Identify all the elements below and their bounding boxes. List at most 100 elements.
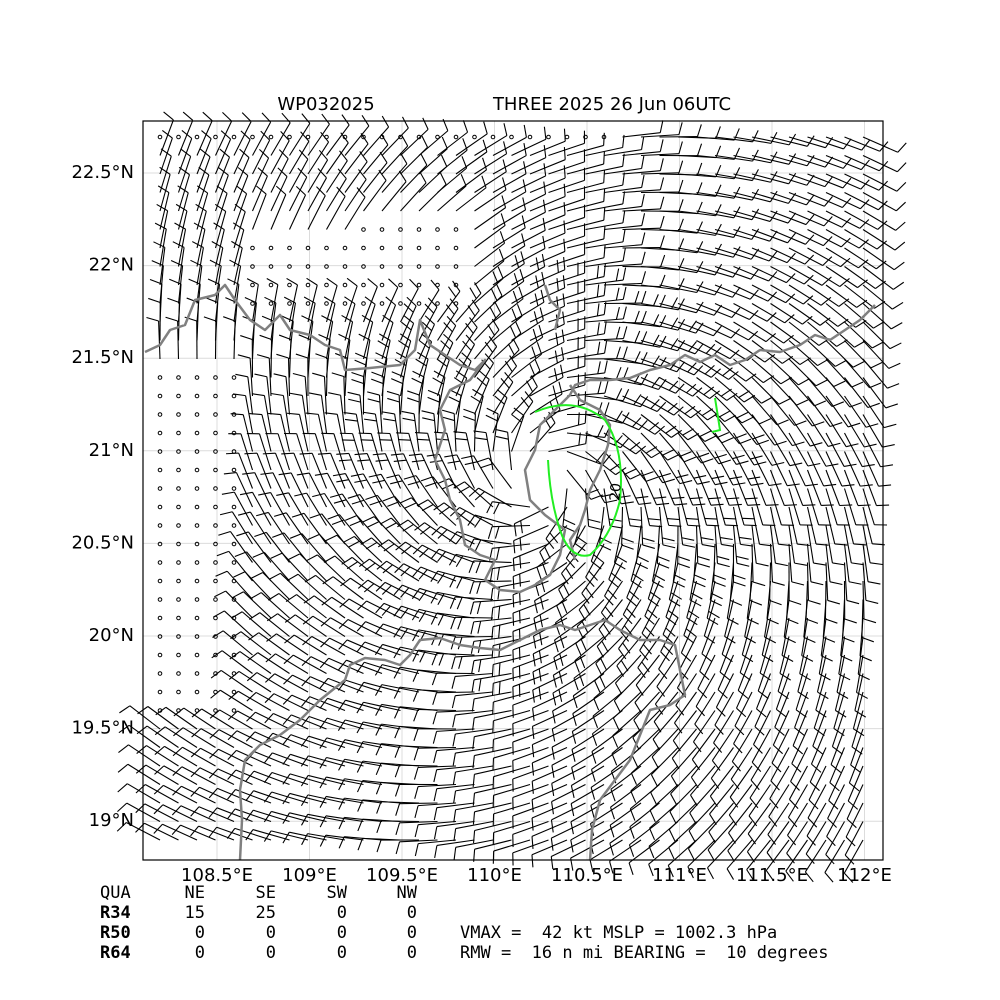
barb-feather xyxy=(377,340,389,348)
barb-shaft xyxy=(196,174,210,212)
barb-feather xyxy=(365,494,378,500)
barb-feather xyxy=(534,600,538,614)
barb-feather xyxy=(596,322,600,336)
barb-shaft xyxy=(446,433,457,471)
barb-feather xyxy=(522,197,527,210)
barb-shaft xyxy=(381,322,394,360)
barb-feather xyxy=(807,817,818,828)
barb-feather xyxy=(659,254,666,268)
barb-feather xyxy=(319,776,327,789)
barb-feather xyxy=(744,497,758,500)
barb-shaft xyxy=(288,492,309,526)
barb-shaft xyxy=(825,340,854,368)
barb-shaft xyxy=(512,617,549,632)
barb-feather xyxy=(209,709,220,719)
barb-feather xyxy=(209,259,222,267)
barb-feather xyxy=(787,834,797,846)
barb-shaft xyxy=(237,710,272,730)
barb-shaft xyxy=(751,303,785,324)
barb-shaft xyxy=(362,358,368,397)
barb-feather xyxy=(451,695,456,709)
barb-feather xyxy=(751,228,760,240)
barb-feather xyxy=(878,484,892,487)
barb-feather xyxy=(375,704,382,716)
barb-feather xyxy=(239,491,253,496)
barb-feather xyxy=(572,695,578,709)
barb-feather xyxy=(195,203,207,212)
barb-shaft xyxy=(651,728,679,758)
barb-shaft xyxy=(163,765,198,785)
barb-feather xyxy=(645,476,659,482)
barb-shaft xyxy=(418,783,457,788)
barb-shaft xyxy=(640,395,675,416)
barb-feather xyxy=(424,303,435,314)
barb-feather xyxy=(441,409,455,415)
barb-feather xyxy=(498,248,505,262)
barb-feather xyxy=(751,208,760,220)
barb-shaft xyxy=(566,276,605,286)
barb-feather xyxy=(733,147,741,160)
barb-shaft xyxy=(775,673,790,710)
barb-shaft xyxy=(440,525,475,545)
barb-shaft xyxy=(788,414,811,447)
barb-feather xyxy=(357,600,367,611)
calm-dot xyxy=(157,652,163,658)
barb-feather xyxy=(456,576,463,589)
barb-shaft xyxy=(844,210,879,230)
barb-feather xyxy=(559,635,565,649)
barb-shaft xyxy=(307,774,346,786)
barb-shaft xyxy=(566,144,604,157)
barb-feather xyxy=(251,572,264,579)
barb-feather xyxy=(615,307,620,320)
barb-shaft xyxy=(334,555,364,582)
barb-feather xyxy=(725,524,738,527)
barb-shaft xyxy=(289,176,308,212)
barb-feather xyxy=(563,220,566,234)
barb-shaft xyxy=(847,765,864,802)
barb-shaft xyxy=(566,469,592,500)
barb-feather xyxy=(417,351,429,360)
barb-shaft xyxy=(622,451,647,482)
barb-feather xyxy=(803,274,814,285)
barb-shaft xyxy=(474,242,505,267)
barb-shaft xyxy=(327,677,364,693)
calm-dot xyxy=(176,578,181,584)
barb-shaft xyxy=(844,192,879,211)
barb-shaft xyxy=(844,395,867,428)
barb-feather xyxy=(237,354,251,359)
barb-feather xyxy=(513,407,525,417)
barb-shaft xyxy=(816,654,827,693)
barb-feather xyxy=(338,778,345,791)
barb-shaft xyxy=(686,580,698,618)
barb-shaft xyxy=(529,140,566,157)
barb-shaft xyxy=(747,802,771,835)
barb-feather xyxy=(229,651,241,660)
calm-dot xyxy=(176,597,181,602)
barb-shaft xyxy=(307,159,329,193)
barb-shaft xyxy=(603,395,641,408)
barb-feather xyxy=(604,606,614,618)
barb-feather xyxy=(756,562,769,567)
barb-shaft xyxy=(714,191,753,201)
barb-feather xyxy=(486,407,499,415)
barb-feather xyxy=(412,689,419,702)
barb-shaft xyxy=(381,340,391,378)
barb-shaft xyxy=(552,691,586,712)
barb-feather xyxy=(770,780,780,791)
barb-feather xyxy=(571,749,576,762)
barb-feather xyxy=(830,422,843,428)
barb-feather xyxy=(804,871,814,883)
barb-feather xyxy=(670,793,678,806)
barb-shaft xyxy=(603,469,622,505)
barb-shaft xyxy=(769,506,779,545)
barb-shaft xyxy=(262,572,290,600)
barb-feather xyxy=(412,649,419,662)
barb-feather xyxy=(699,430,712,437)
barb-feather xyxy=(411,588,421,600)
barb-shaft xyxy=(770,395,795,426)
barb-shaft xyxy=(714,451,734,486)
barb-feather xyxy=(633,394,642,406)
barb-feather xyxy=(270,392,284,397)
calm-dot xyxy=(194,560,200,565)
barb-shaft xyxy=(769,765,790,800)
